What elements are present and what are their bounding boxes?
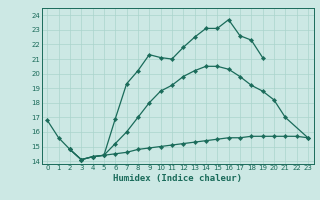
- X-axis label: Humidex (Indice chaleur): Humidex (Indice chaleur): [113, 174, 242, 183]
